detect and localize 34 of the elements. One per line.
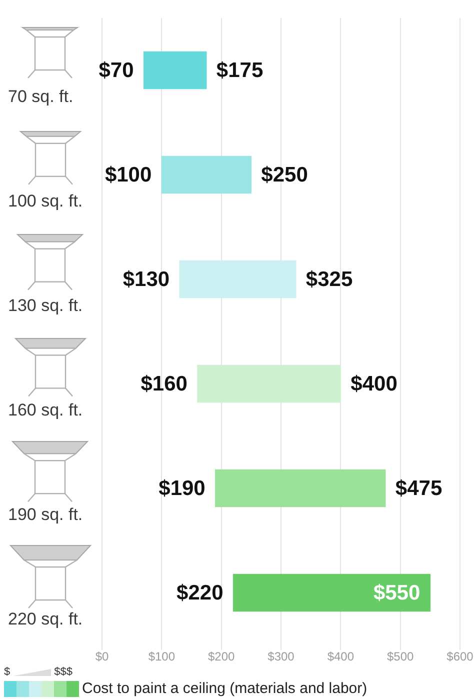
y-tick-label: 100 sq. ft. <box>8 191 83 210</box>
annotation: $190 <box>158 477 206 500</box>
legend-label: Cost to paint a ceiling (materials and labor) <box>82 680 368 697</box>
y-tick-label: 220 sq. ft. <box>8 609 83 628</box>
annotation: $160 <box>140 372 188 396</box>
x-tick-label: $200 <box>208 650 236 664</box>
x-tick-label: $600 <box>446 650 474 664</box>
annotation: $325 <box>306 268 353 292</box>
annotation: $475 <box>395 477 442 500</box>
x-tick-label: $500 <box>386 650 414 664</box>
bar <box>232 574 430 612</box>
annotation: $250 <box>261 164 308 187</box>
annotation: $550 <box>373 582 420 605</box>
annotation: $70 <box>98 59 134 82</box>
y-tick-label: 70 sq. ft. <box>8 86 74 106</box>
annotation: $175 <box>216 59 264 82</box>
bar <box>143 51 207 90</box>
text: $$$ <box>54 666 72 679</box>
bar <box>179 260 296 298</box>
x-tick-label: $100 <box>148 650 176 664</box>
bar <box>161 156 252 194</box>
x-tick-label: $400 <box>327 650 354 664</box>
bar <box>197 364 341 403</box>
y-tick-label: 130 sq. ft. <box>8 296 83 315</box>
annotation: $400 <box>350 372 398 396</box>
y-tick-label: 160 sq. ft. <box>8 400 83 420</box>
bar <box>215 469 386 508</box>
x-tick-label: $0 <box>95 650 109 664</box>
text: $ <box>4 666 10 679</box>
annotation: $100 <box>104 164 152 187</box>
y-tick-label: 190 sq. ft. <box>8 504 83 524</box>
annotation: $130 <box>122 268 170 292</box>
x-tick-label: $300 <box>268 650 295 664</box>
annotation: $220 <box>176 582 224 605</box>
